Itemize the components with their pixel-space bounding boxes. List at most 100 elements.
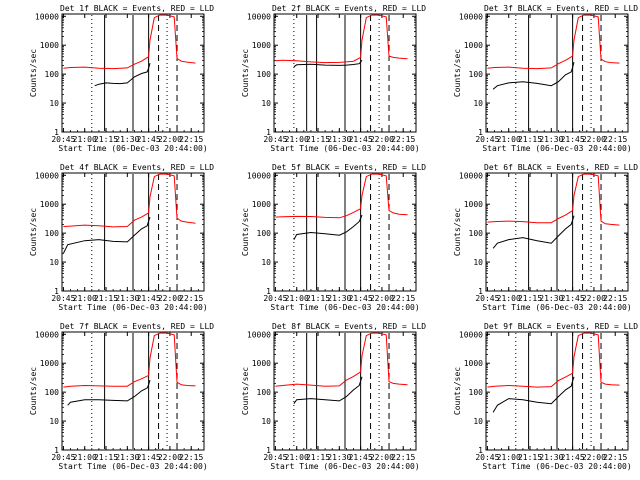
- series-group: [275, 332, 408, 404]
- x-tick-label: 22:15: [391, 294, 415, 303]
- x-tick-label: 21:45: [349, 453, 373, 462]
- y-tick-label: 1: [478, 128, 483, 137]
- x-tick-label: 22:15: [179, 294, 203, 303]
- x-tick-label: 20:45: [263, 453, 287, 462]
- panel-det-1f: Det 1f BLACK = Events, RED = LLD 1 10 100 10…: [29, 4, 214, 153]
- y-tick-label: 100: [45, 229, 60, 238]
- x-tick-label: 21:15: [306, 135, 330, 144]
- y-axis-label: Counts/sec: [241, 367, 250, 415]
- series-line-lld: [275, 14, 408, 64]
- x-tick-label: 21:30: [327, 135, 351, 144]
- x-axis-label: Start Time (06-Dec-03 20:44:00): [482, 144, 631, 153]
- panel-det-7f: Det 7f BLACK = Events, RED = LLD 1 10 100 10…: [29, 322, 214, 471]
- y-tick-label: 100: [469, 70, 484, 79]
- x-tick-label: 21:30: [327, 453, 351, 462]
- y-tick-label: 1000: [252, 200, 271, 209]
- y-axis-label: Counts/sec: [453, 49, 462, 97]
- series-line-lld: [487, 173, 620, 226]
- y-tick-label: 100: [469, 229, 484, 238]
- x-tick-label: 21:30: [539, 135, 563, 144]
- x-tick-label: 22:00: [370, 294, 394, 303]
- y-tick-label: 1000: [464, 359, 483, 368]
- series-line-lld: [63, 14, 196, 70]
- y-tick-label: 10000: [35, 171, 59, 180]
- y-tick-label: 10000: [459, 330, 483, 339]
- x-tick-label: 20:45: [51, 135, 75, 144]
- y-tick-label: 1: [54, 446, 59, 455]
- x-tick-label: 20:45: [51, 294, 75, 303]
- x-tick-label: 21:00: [497, 453, 521, 462]
- y-tick-label: 100: [45, 388, 60, 397]
- y-tick-label: 1: [54, 287, 59, 296]
- chart-title: Det 2f BLACK = Events, RED = LLD: [272, 4, 426, 13]
- x-tick-label: 20:45: [263, 294, 287, 303]
- x-tick-label: 21:45: [137, 453, 161, 462]
- series-group: [62, 173, 196, 254]
- x-tick-label: 22:00: [582, 135, 606, 144]
- y-axis-label: Counts/sec: [241, 208, 250, 256]
- x-tick-label: 22:15: [179, 453, 203, 462]
- series-line-events: [67, 379, 151, 406]
- x-tick-label: 22:15: [391, 135, 415, 144]
- x-tick-label: 21:00: [73, 453, 97, 462]
- series-line-events: [94, 62, 151, 87]
- x-tick-label: 22:15: [603, 294, 627, 303]
- x-tick-label: 21:15: [94, 453, 118, 462]
- y-tick-label: 10: [473, 99, 483, 108]
- y-tick-label: 1000: [40, 200, 59, 209]
- plot-frame: [485, 172, 629, 292]
- series-line-events: [492, 61, 575, 90]
- series-line-lld: [487, 332, 620, 388]
- y-tick-label: 10: [473, 417, 483, 426]
- y-tick-label: 10: [261, 99, 271, 108]
- x-tick-label: 22:15: [603, 135, 627, 144]
- series-group: [63, 332, 196, 406]
- x-tick-label: 20:45: [51, 453, 75, 462]
- x-tick-label: 22:00: [370, 453, 394, 462]
- chart-title: Det 9f BLACK = Events, RED = LLD: [484, 322, 638, 331]
- series-group: [487, 173, 620, 249]
- x-tick-label: 21:00: [285, 453, 309, 462]
- y-axis-label: Counts/sec: [29, 49, 38, 97]
- series-line-lld: [275, 173, 408, 219]
- plot-frame: [273, 331, 417, 451]
- plot-frame: [273, 13, 417, 133]
- x-tick-label: 21:15: [306, 453, 330, 462]
- chart-title: Det 7f BLACK = Events, RED = LLD: [60, 322, 214, 331]
- x-axis-label: Start Time (06-Dec-03 20:44:00): [482, 303, 631, 312]
- chart-title: Det 6f BLACK = Events, RED = LLD: [484, 163, 638, 172]
- x-tick-label: 22:15: [179, 135, 203, 144]
- x-tick-label: 21:15: [94, 135, 118, 144]
- chart-title: Det 4f BLACK = Events, RED = LLD: [60, 163, 214, 172]
- chart-title: Det 8f BLACK = Events, RED = LLD: [272, 322, 426, 331]
- x-tick-label: 22:15: [391, 453, 415, 462]
- y-tick-label: 100: [469, 388, 484, 397]
- y-tick-label: 10: [49, 99, 59, 108]
- series-line-events: [293, 376, 363, 404]
- x-tick-label: 21:30: [539, 453, 563, 462]
- x-tick-label: 22:15: [603, 453, 627, 462]
- panel-det-5f: Det 5f BLACK = Events, RED = LLD 1 10 100 10…: [241, 163, 426, 312]
- x-tick-label: 21:15: [94, 294, 118, 303]
- series-line-lld: [487, 14, 620, 70]
- x-tick-label: 21:45: [561, 294, 585, 303]
- x-tick-label: 22:00: [370, 135, 394, 144]
- y-tick-label: 1000: [252, 359, 271, 368]
- y-tick-label: 10000: [35, 12, 59, 21]
- x-tick-label: 21:00: [73, 294, 97, 303]
- y-tick-label: 10000: [247, 12, 271, 21]
- x-tick-label: 21:00: [497, 135, 521, 144]
- x-tick-label: 22:00: [582, 294, 606, 303]
- x-tick-label: 21:15: [518, 453, 542, 462]
- series-line-lld: [63, 332, 196, 388]
- x-tick-label: 21:15: [518, 294, 542, 303]
- x-axis-label: Start Time (06-Dec-03 20:44:00): [58, 144, 207, 153]
- x-tick-label: 21:00: [497, 294, 521, 303]
- x-tick-label: 21:00: [285, 294, 309, 303]
- x-tick-label: 21:15: [518, 135, 542, 144]
- y-tick-label: 10000: [35, 330, 59, 339]
- x-tick-label: 21:30: [115, 453, 139, 462]
- y-tick-label: 1: [54, 128, 59, 137]
- x-axis-label: Start Time (06-Dec-03 20:44:00): [270, 144, 419, 153]
- plot-frame: [61, 13, 205, 133]
